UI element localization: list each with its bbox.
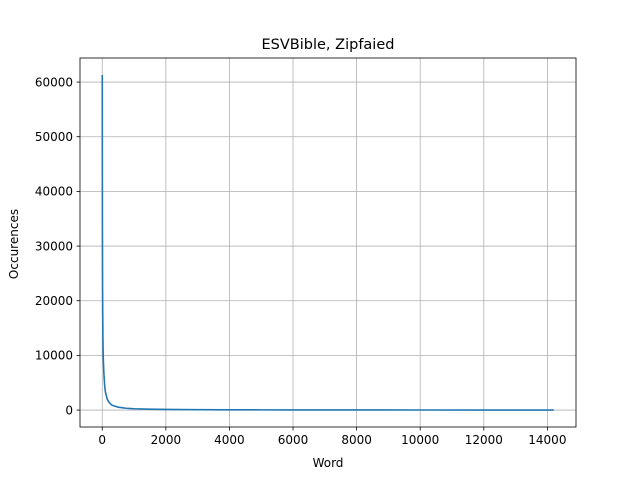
x-tick-label: 4000: [214, 433, 245, 447]
x-tick-label: 10000: [401, 433, 439, 447]
x-tick-label: 12000: [465, 433, 503, 447]
series-layer: [101, 74, 554, 411]
x-tick-label: 2000: [151, 433, 182, 447]
x-tick-label: 8000: [341, 433, 372, 447]
y-tick-label: 60000: [35, 75, 73, 89]
y-tick-label: 30000: [35, 239, 73, 253]
series-line: [101, 74, 554, 411]
x-tick-label: 6000: [278, 433, 309, 447]
y-axis-label: Occurences: [7, 209, 21, 279]
axes-frame: [79, 57, 577, 428]
plot-frame: [79, 57, 577, 428]
y-tick-label: 0: [65, 403, 73, 417]
x-axis-label: Word: [313, 456, 344, 470]
chart-title: ESVBible, Zipfaied: [262, 37, 395, 53]
y-tick-label: 20000: [35, 294, 73, 308]
y-tick-label: 40000: [35, 185, 73, 199]
grid-lines: [80, 58, 576, 427]
y-tick-label: 50000: [35, 130, 73, 144]
x-tick-label: 0: [98, 433, 106, 447]
y-tick-label: 10000: [35, 349, 73, 363]
x-tick-label: 14000: [528, 433, 566, 447]
x-axis: 0 2000 4000 6000 8000 10000 12000 14000: [98, 427, 566, 447]
y-axis: 0 10000 20000 30000 40000 50000 60000: [35, 75, 80, 417]
